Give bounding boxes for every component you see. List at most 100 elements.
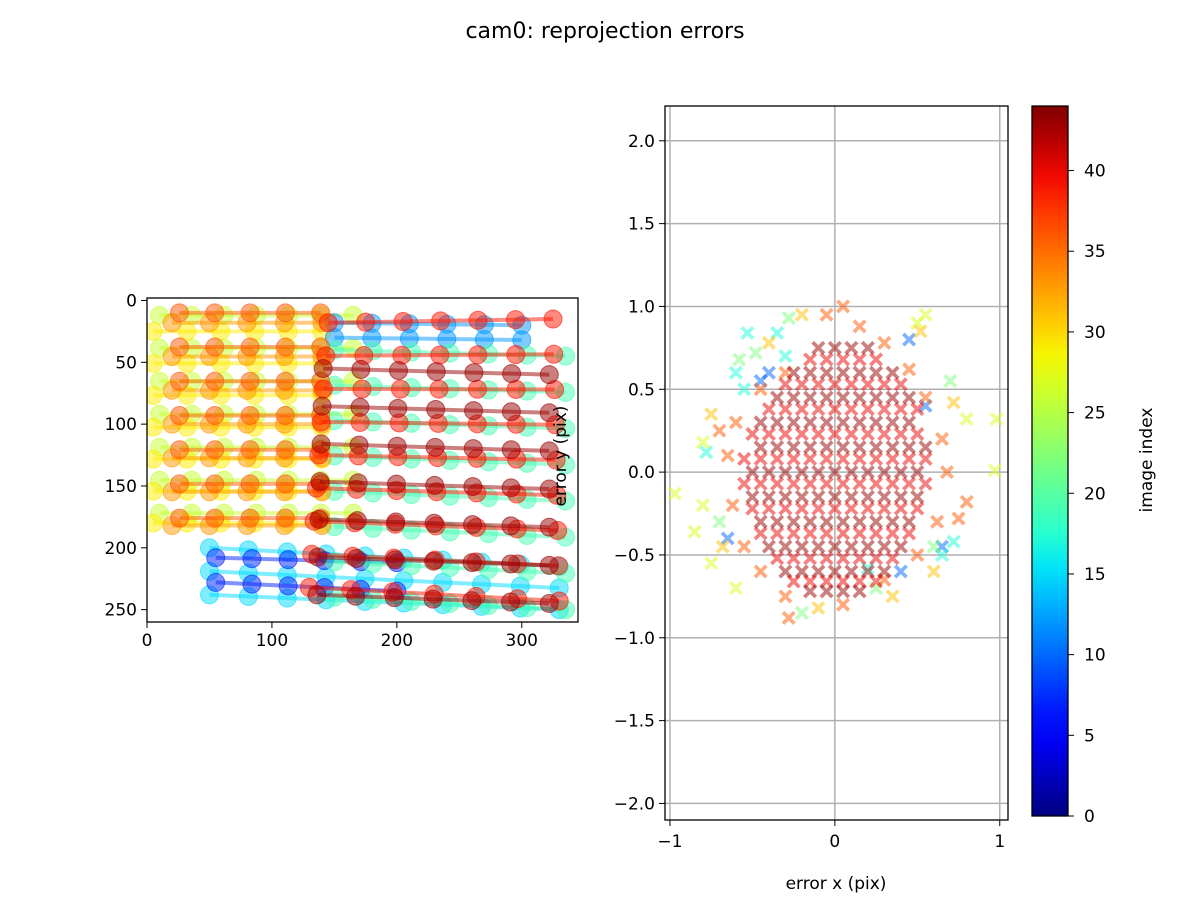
colorbar-tick-label: 15 [1084,565,1106,585]
error-point [877,335,892,350]
left-ticks: 0 100 200 300 0 50 100 150 200 250 [105,291,538,651]
corner-point [429,379,449,399]
corner-point [386,512,406,532]
error-point [869,390,884,405]
error-point [728,365,743,380]
error-point [869,551,884,566]
corner-point [501,592,521,612]
x-tick-label: 0 [142,631,153,651]
error-point [819,526,834,541]
error-point [877,402,892,417]
colorbar-tick-label: 40 [1084,162,1106,182]
error-series-31 [704,307,961,615]
corner-point [463,515,483,535]
corner-point [539,365,559,385]
error-point [740,325,755,340]
error-point [737,476,752,491]
error-series-40 [737,352,933,589]
corner-point [278,550,298,570]
error-point [860,340,875,355]
error-point [852,390,867,405]
corner-point [147,353,163,373]
corner-point [311,412,331,432]
y-axis-label: error y (pix) [551,406,571,507]
error-point [753,476,768,491]
error-point [852,365,867,380]
error-series-43 [745,340,933,599]
corner-point [242,574,262,594]
error-point [852,319,867,334]
error-point [836,526,851,541]
corner-point [350,397,370,417]
error-point [778,501,793,516]
error-point [770,451,785,466]
corner-point [501,516,521,536]
error-point [811,501,826,516]
error-point [761,335,776,350]
error-point [827,427,842,442]
error-point [836,365,851,380]
error-point [781,610,796,625]
y-tick-label: 1.5 [628,215,655,235]
error-point [761,501,776,516]
error-point [893,564,908,579]
error-point [699,445,714,460]
error-point [902,526,917,541]
x-tick-label: 200 [381,631,413,651]
error-point [989,412,1004,427]
error-point [781,311,796,326]
error-point [930,514,945,529]
corner-point [388,398,408,418]
corner-point [240,474,260,494]
left-subplot: 0 100 200 300 0 50 100 150 200 250 [105,291,579,651]
error-point [803,365,818,380]
error-point [770,551,785,566]
corner-point [464,401,484,421]
error-point [910,489,925,504]
error-point [885,365,900,380]
error-point [794,465,809,480]
error-point [852,526,867,541]
y-tick-label: −1.0 [614,629,655,649]
error-point [786,365,801,380]
error-point [725,498,740,513]
corner-point [346,586,366,606]
error-point [869,440,884,455]
error-point [836,597,851,612]
error-point [844,402,859,417]
error-point [836,440,851,455]
corner-point [393,311,413,331]
corner-point [242,549,262,569]
figure-title: cam0: reprojection errors [465,19,744,44]
error-point [827,489,842,504]
error-point [687,524,702,539]
error-point [844,340,859,355]
error-point [836,451,851,466]
error-point [728,415,743,430]
error-point [959,412,974,427]
error-point [836,415,851,430]
y-tick-label: 100 [105,415,137,435]
error-point [836,476,851,491]
error-point [885,551,900,566]
error-point [786,415,801,430]
error-point [811,465,826,480]
error-point [885,451,900,466]
error-point [827,465,842,480]
error-point [794,402,809,417]
corner-point [275,508,295,528]
error-point [803,476,818,491]
error-point [885,390,900,405]
corner-point [275,440,295,460]
x-tick-label: 300 [506,631,538,651]
error-point [803,390,818,405]
error-point [778,402,793,417]
corner-point [205,405,225,425]
error-point [794,564,809,579]
error-point [885,476,900,491]
error-point [770,476,785,491]
corner-point [539,593,559,613]
corner-point [275,371,295,391]
error-point [803,526,818,541]
error-point [844,501,859,516]
